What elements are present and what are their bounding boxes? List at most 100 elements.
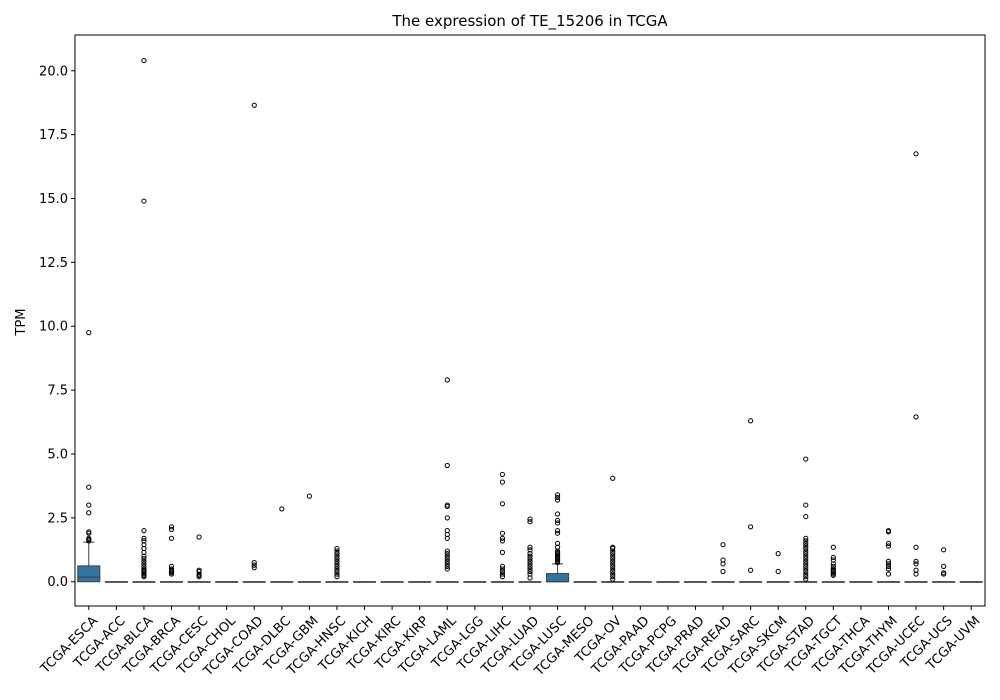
- outlier-point: [334, 566, 340, 572]
- chart-title: The expression of TE_15206 in TCGA: [391, 12, 668, 31]
- outlier-point: [610, 548, 616, 554]
- outlier-point: [196, 534, 202, 540]
- outlier-point: [941, 563, 947, 570]
- outlier-point: [610, 558, 616, 564]
- outlier-point: [775, 551, 781, 557]
- outlier-point: [803, 545, 809, 552]
- outlier-point: [610, 561, 616, 567]
- y-tick-label: 10.0: [39, 320, 68, 335]
- y-axis-title: TPM: [14, 309, 29, 337]
- outlier-point: [527, 516, 533, 522]
- outlier-point: [499, 571, 506, 577]
- outlier-point: [941, 547, 947, 553]
- outlier-point: [610, 574, 616, 580]
- outlier-point: [499, 535, 506, 541]
- outlier-point: [141, 553, 147, 559]
- outlier-point: [885, 529, 892, 535]
- outlier-point: [803, 548, 809, 554]
- outlier-point: [803, 576, 809, 582]
- outlier-point: [251, 559, 257, 566]
- outlier-point: [334, 571, 340, 577]
- y-tick-label: 12.5: [39, 256, 68, 271]
- outlier-point: [251, 565, 257, 571]
- outlier-point: [444, 551, 450, 557]
- outlier-point: [444, 561, 450, 567]
- outlier-point: [527, 519, 533, 525]
- outlier-point: [334, 568, 340, 575]
- outlier-point: [803, 540, 809, 547]
- outlier-point: [803, 513, 809, 520]
- outlier-point: [913, 414, 919, 420]
- outlier-point: [885, 561, 892, 567]
- outlier-point: [334, 545, 340, 552]
- outlier-point: [527, 556, 533, 562]
- outlier-point: [803, 535, 809, 541]
- outlier-point: [913, 558, 919, 564]
- outlier-point: [334, 563, 340, 570]
- outlier-point: [444, 558, 450, 564]
- outlier-point: [86, 502, 92, 508]
- outlier-point: [803, 574, 809, 580]
- y-tick-label: 20.0: [39, 64, 68, 79]
- outlier-point: [610, 571, 616, 577]
- outlier-point: [554, 497, 561, 503]
- outlier-point: [554, 494, 561, 501]
- outlier-point: [168, 535, 175, 541]
- plot-area: 0.02.55.07.510.012.515.017.520.0TCGA-ESC…: [37, 57, 983, 680]
- y-tick-label: 0.0: [47, 575, 68, 590]
- outlier-point: [168, 524, 175, 530]
- outlier-point: [720, 568, 726, 575]
- outlier-point: [803, 551, 809, 557]
- outlier-point: [803, 556, 809, 562]
- outlier-point: [444, 503, 450, 509]
- outlier-point: [334, 558, 340, 564]
- outlier-point: [885, 571, 892, 577]
- outlier-point: [141, 558, 147, 564]
- outlier-point: [499, 471, 506, 478]
- outlier-point: [610, 553, 616, 559]
- outlier-point: [720, 542, 726, 548]
- outlier-point: [444, 535, 450, 541]
- outlier-point: [913, 151, 919, 157]
- outlier-point: [610, 563, 616, 570]
- outlier-point: [444, 377, 450, 383]
- box-body: [77, 565, 101, 583]
- outlier-point: [610, 475, 616, 481]
- outlier-point: [444, 563, 450, 570]
- outlier-point: [913, 544, 919, 550]
- outlier-point: [141, 574, 147, 580]
- outlier-point: [554, 492, 561, 498]
- outlier-point: [803, 553, 809, 559]
- outlier-point: [141, 535, 147, 541]
- outlier-point: [748, 567, 754, 573]
- outlier-point: [499, 501, 506, 507]
- outlier-point: [251, 102, 257, 108]
- outlier-point: [803, 568, 809, 575]
- y-tick-label: 7.5: [47, 384, 68, 399]
- outlier-point: [334, 548, 340, 554]
- outlier-point: [554, 530, 561, 536]
- outlier-point: [444, 515, 450, 521]
- outlier-point: [610, 545, 616, 552]
- outlier-point: [885, 563, 892, 570]
- outlier-point: [444, 566, 450, 572]
- outlier-point: [334, 574, 340, 580]
- outlier-point: [830, 554, 836, 561]
- outlier-point: [527, 558, 533, 564]
- outlier-point: [86, 510, 92, 516]
- outlier-point: [885, 566, 892, 572]
- outlier-point: [499, 566, 506, 572]
- outlier-point: [803, 563, 809, 570]
- outlier-point: [913, 571, 919, 577]
- outlier-point: [444, 553, 450, 559]
- outlier-point: [168, 526, 175, 532]
- outlier-point: [913, 561, 919, 567]
- outlier-point: [334, 553, 340, 559]
- y-tick-label: 5.0: [47, 447, 68, 462]
- outlier-point: [554, 528, 561, 534]
- outlier-point: [334, 556, 340, 562]
- outlier-point: [527, 561, 533, 567]
- outlier-point: [803, 538, 809, 544]
- outlier-point: [527, 551, 533, 557]
